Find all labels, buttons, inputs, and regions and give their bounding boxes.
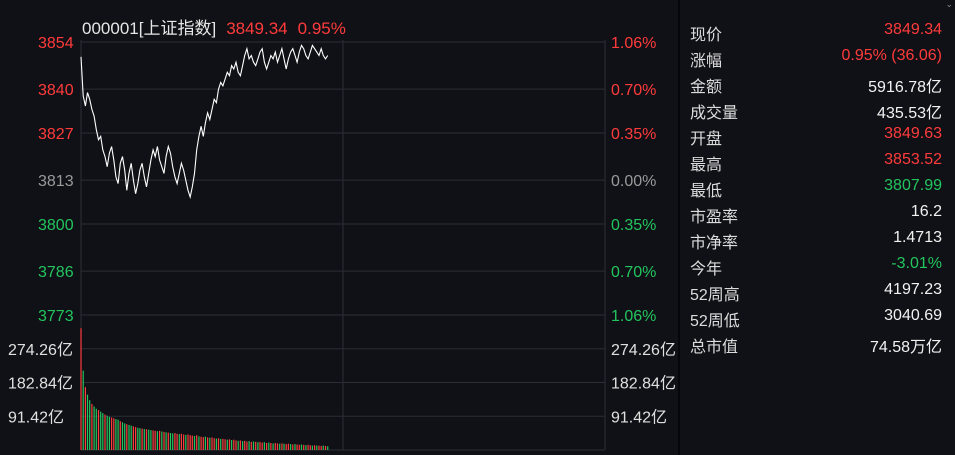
price-tick-label: 3786: [38, 264, 74, 281]
quote-label: 现价: [690, 27, 723, 44]
quote-row: 开盘 3849.63: [690, 125, 942, 151]
scroll-down-icon[interactable]: ⌄: [945, 0, 953, 9]
quote-row: 成交量 435.53亿: [690, 99, 942, 125]
quote-value: 3849.34: [884, 21, 942, 38]
quote-value: -3.01%: [891, 255, 942, 272]
pct-tick-label: 0.00%: [611, 173, 656, 190]
quote-value: 435.53亿: [877, 105, 942, 122]
quote-row: 52周低 3040.69: [690, 307, 942, 333]
volume-tick-label-right: 91.42亿: [611, 408, 667, 426]
index-code-name: 000001[上证指数]: [82, 19, 217, 38]
quote-label: 开盘: [690, 131, 723, 148]
panel-divider: [678, 0, 680, 455]
quote-row: 总市值 74.58万亿: [690, 333, 942, 359]
quote-value: 3853.52: [884, 151, 942, 168]
quote-value: 3040.69: [884, 307, 942, 324]
intraday-chart[interactable]: 3854 1.06% 3840 0.70% 3827 0.35% 3813 0.00% 3800…: [0, 0, 678, 455]
pct-tick-label: 0.35%: [611, 217, 656, 234]
title-change-pct: 0.95%: [297, 19, 346, 38]
quote-value: 0.95% (36.06): [841, 47, 942, 64]
quote-panel: 现价 3849.34 涨幅 0.95% (36.06) 金额 5916.78亿成交量 435…: [680, 0, 955, 455]
quote-label: 市盈率: [690, 209, 739, 226]
quote-row: 最低 3807.99: [690, 177, 942, 203]
price-tick-label: 3854: [38, 35, 74, 52]
quote-label: 总市值: [690, 339, 739, 356]
price-tick-label: 3827: [38, 126, 74, 143]
pct-tick-label: 0.70%: [611, 82, 656, 99]
quote-label: 最低: [690, 183, 723, 200]
quote-label: 金额: [690, 79, 723, 96]
quote-value: 3807.99: [884, 177, 942, 194]
quote-row: 现价 3849.34: [690, 21, 942, 47]
quote-label: 今年: [690, 261, 723, 278]
quote-label: 52周低: [690, 313, 740, 330]
volume-tick-label-right: 274.26亿: [611, 341, 676, 359]
quote-label: 最高: [690, 157, 723, 174]
price-tick-label: 3800: [38, 217, 74, 234]
price-line: [80, 44, 329, 200]
pct-tick-label: 1.06%: [611, 35, 656, 52]
quote-value: 74.58万亿: [869, 339, 942, 356]
volume-tick-label-right: 182.84亿: [611, 375, 676, 393]
quote-row: 涨幅 0.95% (36.06): [690, 47, 942, 73]
quote-label: 涨幅: [690, 53, 723, 70]
quote-row: 最高 3853.52: [690, 151, 942, 177]
quote-row: 今年 -3.01%: [690, 255, 942, 281]
volume-tick-label: 182.84亿: [8, 375, 73, 393]
quote-row: 市盈率 16.2: [690, 203, 942, 229]
pct-tick-label: 0.70%: [611, 264, 656, 281]
quote-label: 市净率: [690, 235, 739, 252]
volume-tick-label: 91.42亿: [8, 408, 64, 426]
quote-row: 金额 5916.78亿: [690, 73, 942, 99]
quote-row: 52周高 4197.23: [690, 281, 942, 307]
quote-row: 市净率 1.4713: [690, 229, 942, 255]
price-tick-label: 3840: [38, 82, 74, 99]
title-price: 3849.34: [226, 19, 288, 38]
volume-tick-label: 274.26亿: [8, 341, 73, 359]
quote-value: 16.2: [910, 203, 942, 220]
price-tick-label: 3813: [38, 173, 74, 190]
quote-value: 3849.63: [884, 125, 942, 142]
quote-label: 52周高: [690, 287, 740, 304]
quote-value: 1.4713: [893, 229, 942, 246]
quote-value: 5916.78亿: [868, 79, 942, 96]
quote-label: 成交量: [690, 105, 739, 122]
price-tick-label: 3773: [38, 308, 74, 325]
intraday-chart-panel[interactable]: 3854 1.06% 3840 0.70% 3827 0.35% 3813 0.00% 3800…: [0, 0, 678, 455]
chart-title: 000001[上证指数] 3849.34 0.95%: [82, 14, 346, 39]
quote-value: 4197.23: [884, 281, 942, 298]
pct-tick-label: 1.06%: [611, 308, 656, 325]
pct-tick-label: 0.35%: [611, 126, 656, 143]
